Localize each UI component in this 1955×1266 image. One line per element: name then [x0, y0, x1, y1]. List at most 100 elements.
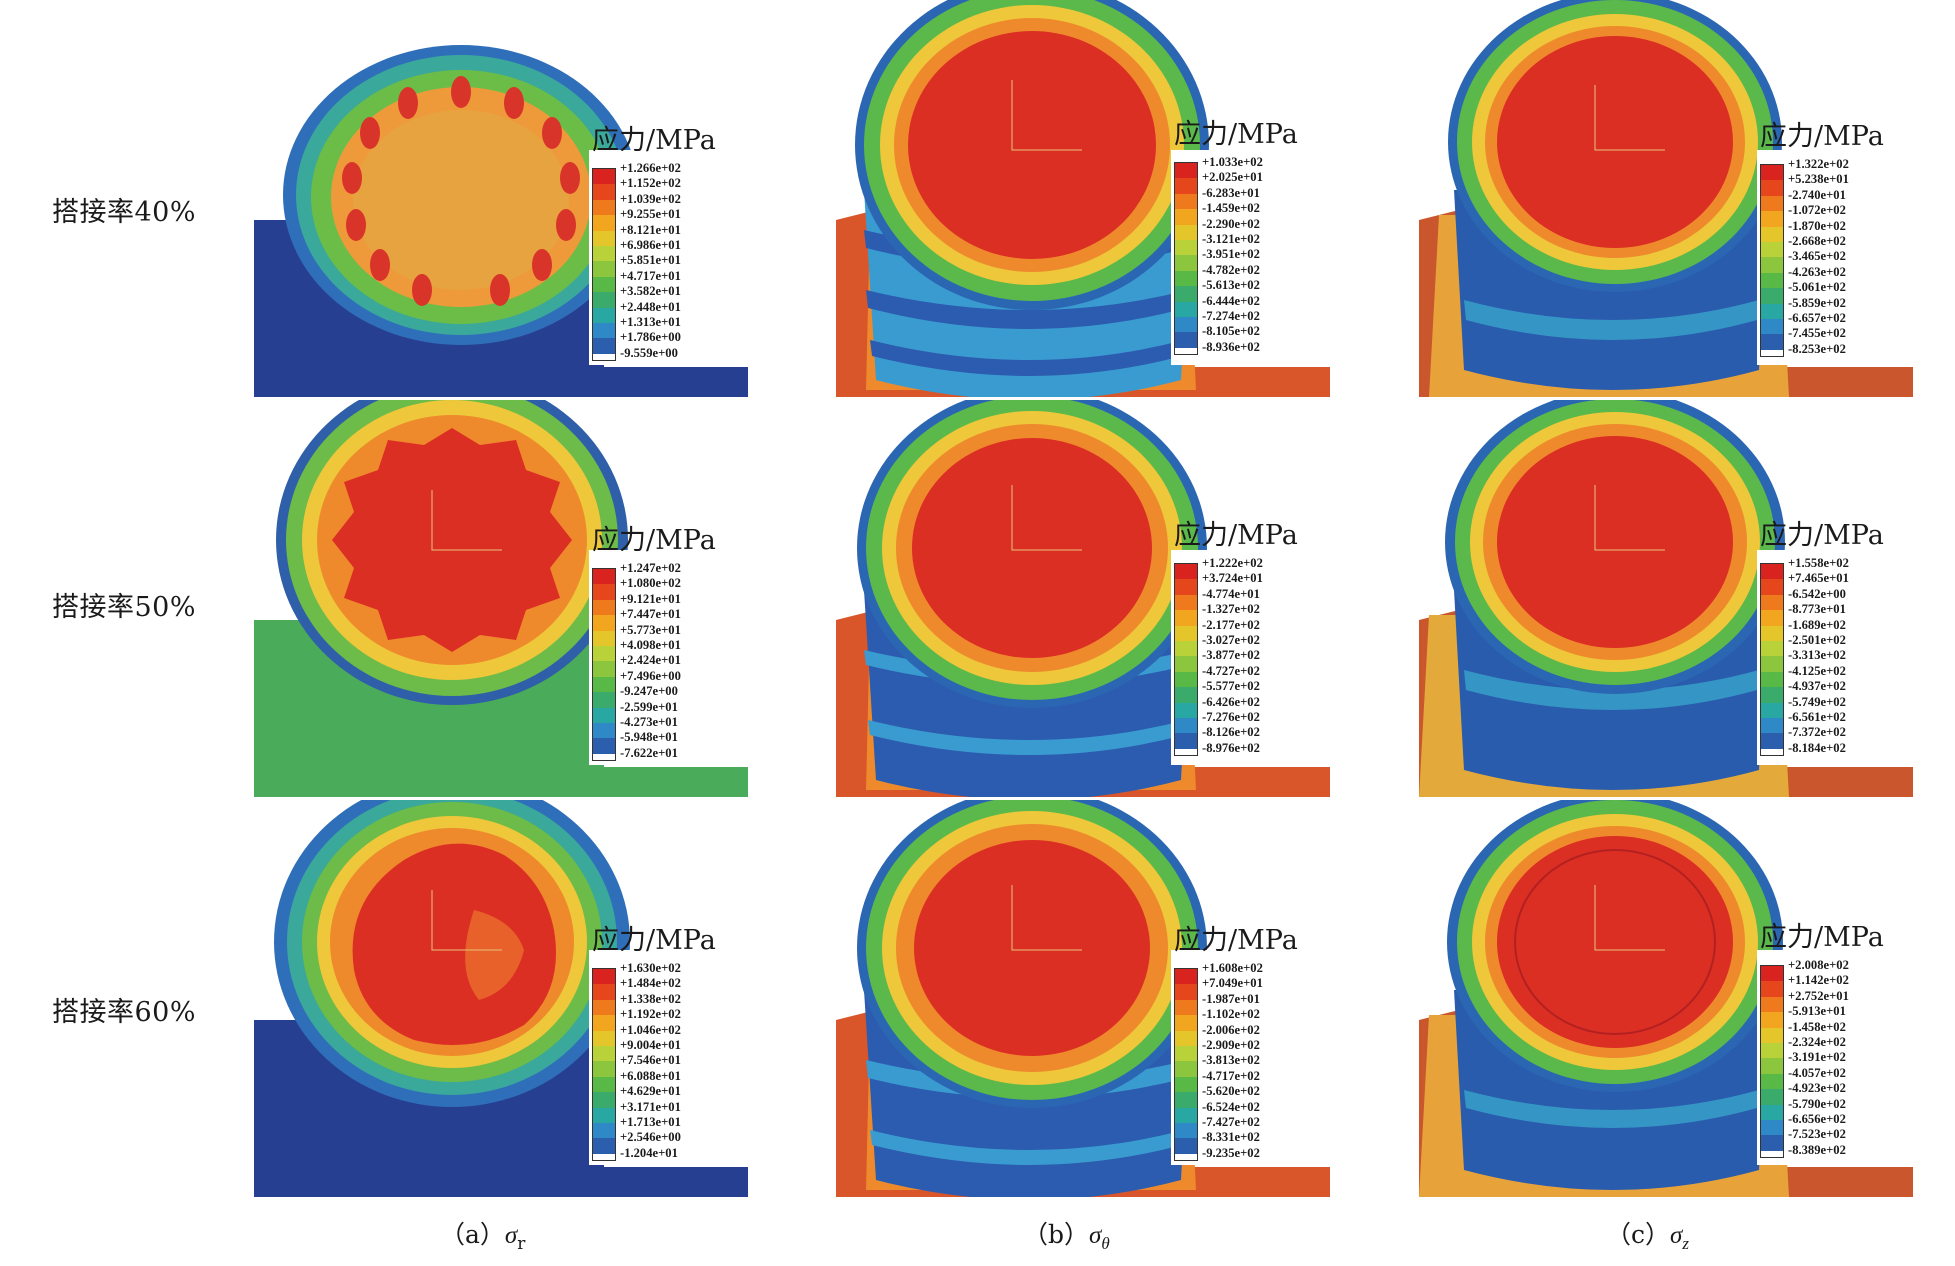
legend-tick-label: +3.171e+01 — [620, 1099, 681, 1114]
colorbar-swatch — [593, 1138, 615, 1154]
colorbar-swatch — [593, 630, 615, 646]
legend-sigma-z-50: 应力/MPa +1.558e+02 +7.465e+01 -6.542e+00 -8.… — [1760, 513, 1910, 757]
legend-tick-label: -8.976e+02 — [1202, 740, 1260, 755]
contour-plot-sigma-theta-50 — [836, 400, 1330, 797]
colorbar-swatch — [1761, 303, 1783, 319]
colorbar — [1760, 164, 1784, 358]
legend-tick-label: -6.524e+02 — [1202, 1099, 1260, 1114]
colorbar-swatch — [1175, 610, 1197, 626]
legend-title: 应力/MPa — [592, 925, 716, 956]
legend-title: 应力/MPa — [1174, 925, 1298, 956]
colorbar-swatch — [1175, 1061, 1197, 1077]
legend-tick-label: +1.558e+02 — [1788, 556, 1849, 570]
legend-tick-label: -7.622e+01 — [620, 745, 678, 760]
legend-tick-label: +3.724e+01 — [1202, 571, 1263, 586]
colorbar-swatch — [1761, 579, 1783, 595]
colorbar-swatch — [1761, 671, 1783, 688]
colorbar-swatch — [1175, 239, 1197, 256]
legend-sigma-theta-40: 应力/MPa +1.033e+02 +2.025e+01 -6.283e+01 -1.… — [1174, 112, 1324, 356]
row-label-60: 搭接率60% — [52, 997, 197, 1028]
legend-tick-label: -9.235e+02 — [1202, 1145, 1260, 1160]
legend-tick-label: -7.427e+02 — [1202, 1114, 1260, 1129]
colorbar-swatch — [1175, 625, 1197, 641]
legend-sigma-r-60: 应力/MPa +1.630e+02 +1.484e+02 +1.338e+02 +1.… — [592, 918, 742, 1162]
legend-tick-label: -2.740e+01 — [1788, 187, 1846, 202]
contour-plot-sigma-z-50 — [1419, 400, 1913, 797]
colorbar-swatch — [593, 999, 615, 1016]
colorbar-swatch — [1761, 1119, 1783, 1136]
legend-tick-label: +2.008e+02 — [1788, 958, 1849, 972]
legend-sigma-r-40: 应力/MPa +1.266e+02 +1.152e+02 +1.039e+02 +9.… — [592, 118, 742, 362]
legend-title: 应力/MPa — [1174, 520, 1298, 551]
legend-tick-label: -6.561e+02 — [1788, 709, 1846, 724]
legend-tick-label: -5.790e+02 — [1788, 1096, 1846, 1111]
legend-tick-label: -5.061e+02 — [1788, 280, 1846, 295]
legend-tick-label: -3.191e+02 — [1788, 1050, 1846, 1065]
legend-sigma-z-60: 应力/MPa +2.008e+02 +1.142e+02 +2.752e+01 -5.… — [1760, 915, 1910, 1159]
legend-sigma-z-40: 应力/MPa +1.322e+02 +5.238e+01 -2.740e+01 -1.… — [1760, 114, 1910, 358]
legend-tick-label: +1.152e+02 — [620, 176, 681, 191]
legend-tick-label: -5.913e+01 — [1788, 1004, 1846, 1019]
legend-tick-label: -5.948e+01 — [620, 730, 678, 745]
colorbar-swatch — [593, 1107, 615, 1123]
colorbar-swatch — [1175, 717, 1197, 734]
colorbar-swatch — [1175, 286, 1197, 302]
legend-tick-label: -2.501e+02 — [1788, 632, 1846, 647]
legend-tick-label: -4.937e+02 — [1788, 679, 1846, 694]
legend-tick-label: -3.465e+02 — [1788, 249, 1846, 264]
legend-tick-label: -6.657e+02 — [1788, 310, 1846, 325]
caption-c: （c）σz — [1606, 1220, 1689, 1253]
colorbar-swatch — [1761, 981, 1783, 997]
colorbar-swatch — [1175, 301, 1197, 317]
legend-tick-label: -1.102e+02 — [1202, 1007, 1260, 1022]
legend-title: 应力/MPa — [1174, 119, 1298, 150]
colorbar-swatch — [1175, 640, 1197, 657]
legend-tick-label: +1.142e+02 — [1788, 973, 1849, 988]
colorbar-swatch — [1175, 332, 1197, 348]
colorbar-swatch — [593, 276, 615, 293]
legend-tick-label: -7.372e+02 — [1788, 725, 1846, 740]
colorbar-swatch — [1761, 564, 1783, 580]
caption-a: （a）σr — [440, 1220, 526, 1254]
colorbar-swatch — [1761, 996, 1783, 1013]
legend-tick-label: -7.274e+02 — [1202, 308, 1260, 323]
legend-tick-label: +1.266e+02 — [620, 161, 681, 175]
legend-tick-label: -2.177e+02 — [1202, 617, 1260, 632]
panel-sigma-r-50: 应力/MPa +1.247e+02 +1.080e+02 +9.121e+01 +7.… — [254, 400, 748, 797]
legend-title: 应力/MPa — [592, 525, 716, 556]
colorbar-swatch — [1175, 702, 1197, 718]
colorbar-swatch — [593, 661, 615, 677]
colorbar-swatch — [593, 738, 615, 754]
legend-sigma-theta-50: 应力/MPa +1.222e+02 +3.724e+01 -4.774e+01 -1.… — [1174, 513, 1324, 757]
legend-tick-label: -8.126e+02 — [1202, 725, 1260, 740]
legend-tick-label: +2.025e+01 — [1202, 170, 1263, 185]
panel-sigma-theta-60: 应力/MPa +1.608e+02 +7.049e+01 -1.987e+01 -1.… — [836, 800, 1330, 1197]
colorbar-swatch — [593, 676, 615, 693]
colorbar-swatch — [593, 599, 615, 616]
colorbar-swatch — [1175, 579, 1197, 595]
colorbar-swatch — [593, 722, 615, 739]
colorbar-swatch — [1175, 1015, 1197, 1031]
legend-tick-label: -3.951e+02 — [1202, 247, 1260, 262]
colorbar-swatch — [1761, 334, 1783, 350]
colorbar-swatch — [593, 569, 615, 585]
legend-tick-label: +5.238e+01 — [1788, 172, 1849, 187]
legend-tick-label: -3.121e+02 — [1202, 231, 1260, 246]
legend-tick-label: +1.322e+02 — [1788, 157, 1849, 171]
legend-tick-label: -4.923e+02 — [1788, 1081, 1846, 1096]
colorbar-swatch — [593, 292, 615, 308]
legend-tick-label: +1.046e+02 — [620, 1022, 681, 1037]
colorbar-swatch — [1175, 984, 1197, 1000]
legend-tick-label: +4.717e+01 — [620, 268, 681, 283]
legend-tick-label: -6.656e+02 — [1788, 1111, 1846, 1126]
legend-tick-label: -5.749e+02 — [1788, 694, 1846, 709]
row-label-50: 搭接率50% — [52, 592, 197, 623]
legend-tick-label: -2.324e+02 — [1788, 1034, 1846, 1049]
colorbar-swatch — [1175, 1122, 1197, 1139]
legend-tick-label: -3.313e+02 — [1788, 648, 1846, 663]
colorbar-swatch — [593, 261, 615, 277]
colorbar-swatch — [1175, 564, 1197, 580]
legend-tick-label: -2.909e+02 — [1202, 1037, 1260, 1052]
legend-tick-label: -2.668e+02 — [1788, 233, 1846, 248]
colorbar-swatch — [1175, 671, 1197, 688]
